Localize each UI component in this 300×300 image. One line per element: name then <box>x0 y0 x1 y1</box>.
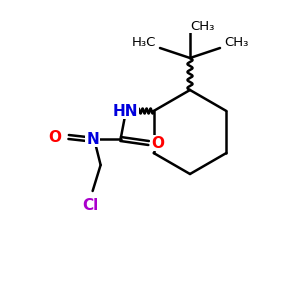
Text: O: O <box>48 130 61 145</box>
Text: O: O <box>151 136 164 151</box>
Text: N: N <box>86 131 99 146</box>
Text: H₃C: H₃C <box>132 37 156 50</box>
Text: HN: HN <box>113 103 138 118</box>
Text: CH₃: CH₃ <box>224 37 248 50</box>
Text: Cl: Cl <box>82 197 99 212</box>
Text: CH₃: CH₃ <box>190 20 214 32</box>
